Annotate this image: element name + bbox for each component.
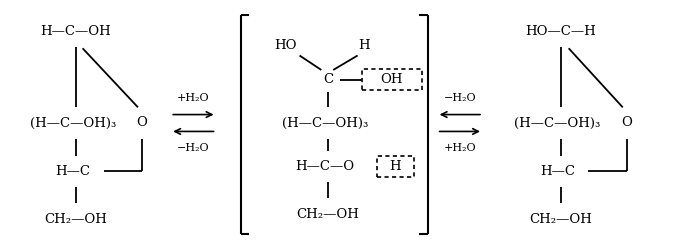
Text: −H₂O: −H₂O (177, 143, 210, 153)
Text: C: C (323, 73, 333, 86)
Text: +H₂O: +H₂O (444, 143, 476, 153)
Text: O: O (621, 117, 632, 129)
Text: CH₂—OH: CH₂—OH (44, 213, 108, 226)
Text: −H₂O: −H₂O (444, 93, 476, 103)
Text: H: H (390, 160, 401, 173)
Text: O: O (137, 117, 147, 129)
Text: H—C: H—C (540, 165, 575, 178)
Text: (H—C—OH)₃: (H—C—OH)₃ (514, 117, 600, 129)
Text: H: H (359, 39, 370, 52)
Text: (H—C—OH)₃: (H—C—OH)₃ (281, 117, 367, 129)
Text: HO: HO (274, 39, 296, 52)
Text: H—C—OH: H—C—OH (40, 25, 111, 38)
Text: CH₂—OH: CH₂—OH (297, 208, 359, 221)
Text: (H—C—OH)₃: (H—C—OH)₃ (30, 117, 116, 129)
Text: H—C—O: H—C—O (295, 160, 354, 173)
Text: CH₂—OH: CH₂—OH (529, 213, 592, 226)
Text: H—C: H—C (55, 165, 90, 178)
Text: HO—C—H: HO—C—H (526, 25, 596, 38)
Text: OH: OH (381, 73, 403, 86)
Text: +H₂O: +H₂O (177, 93, 210, 103)
